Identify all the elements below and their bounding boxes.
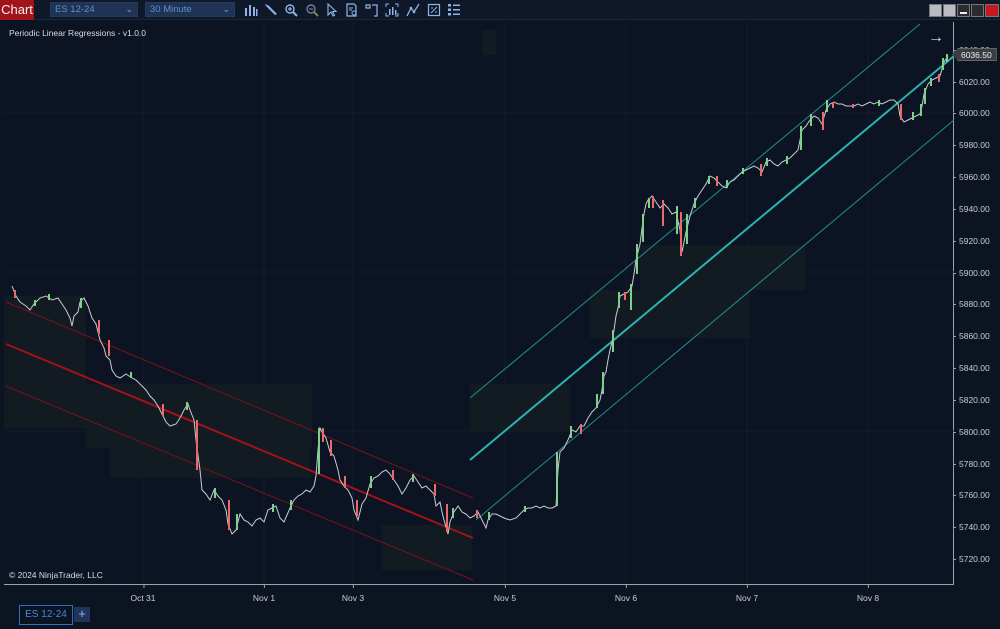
strategies-icon[interactable] bbox=[426, 2, 442, 18]
zoom-in-icon[interactable] bbox=[283, 2, 299, 18]
copyright-text: © 2024 NinjaTrader, LLC bbox=[9, 570, 103, 580]
maximize-button[interactable] bbox=[971, 4, 984, 17]
interval-selector[interactable]: 30 Minute ⌄ bbox=[145, 2, 235, 17]
down-upper-band bbox=[5, 301, 474, 499]
restore-window-button[interactable] bbox=[929, 4, 942, 17]
chevron-down-icon: ⌄ bbox=[125, 4, 133, 14]
instrument-selector[interactable]: ES 12-24 ⌄ bbox=[50, 2, 138, 17]
properties-icon[interactable] bbox=[364, 2, 380, 18]
templates-icon[interactable] bbox=[446, 2, 462, 18]
add-tab-button[interactable]: + bbox=[74, 607, 90, 622]
chevron-down-icon: ⌄ bbox=[222, 4, 230, 14]
grid-lines bbox=[4, 22, 954, 584]
minimize-button[interactable] bbox=[957, 4, 970, 17]
minimize-icon bbox=[960, 12, 967, 14]
session-shading bbox=[4, 30, 805, 570]
drawing-tool-pencil-icon[interactable] bbox=[263, 2, 279, 18]
candle-bodies bbox=[14, 54, 948, 532]
pointer-icon[interactable] bbox=[324, 2, 340, 18]
up-lower-band bbox=[475, 119, 955, 521]
chart-app-tab[interactable]: Chart bbox=[0, 0, 34, 20]
time-tick: Nov 6 bbox=[614, 585, 638, 603]
up-upper-band bbox=[469, 23, 921, 399]
time-tick: Nov 7 bbox=[735, 585, 759, 603]
time-tick: Nov 5 bbox=[493, 585, 517, 603]
time-tick: Oct 31 bbox=[130, 585, 156, 603]
tile-window-button[interactable] bbox=[943, 4, 956, 17]
chart-trader-icon[interactable] bbox=[384, 2, 400, 18]
chart-toolbar: Chart ES 12-24 ⌄ 30 Minute ⌄ bbox=[0, 0, 1000, 20]
time-tick: Nov 3 bbox=[341, 585, 365, 603]
time-tick: Nov 8 bbox=[856, 585, 880, 603]
down-regression-line bbox=[5, 343, 474, 539]
down-regression-channel bbox=[5, 301, 474, 581]
price-axis[interactable]: 6040.00 6020.00 6000.00 5980.00 5960.00 … bbox=[953, 22, 1000, 587]
close-button[interactable] bbox=[985, 4, 999, 17]
chart-panel[interactable] bbox=[4, 22, 954, 584]
time-axis[interactable]: Oct 31 Nov 1 Nov 3 Nov 5 Nov 6 Nov 7 Nov… bbox=[4, 584, 954, 604]
interval-value: 30 Minute bbox=[150, 4, 192, 15]
indicators-icon[interactable] bbox=[405, 2, 421, 18]
last-price-marker: 6036.50 bbox=[952, 48, 997, 61]
instrument-value: ES 12-24 bbox=[55, 4, 95, 15]
bar-type-icon[interactable] bbox=[243, 2, 259, 18]
scroll-to-latest-arrow-icon[interactable]: → bbox=[928, 29, 944, 46]
data-box-icon[interactable] bbox=[344, 2, 360, 18]
up-regression-channel bbox=[469, 23, 955, 521]
up-regression-line bbox=[469, 55, 955, 461]
zoom-out-icon[interactable] bbox=[304, 2, 320, 18]
chart-tab-bar: ES 12-24 + bbox=[0, 604, 1000, 629]
indicator-label: Periodic Linear Regressions - v1.0.0 bbox=[9, 28, 147, 38]
tab-es-12-24[interactable]: ES 12-24 bbox=[19, 605, 73, 625]
time-tick: Nov 1 bbox=[252, 585, 276, 603]
down-lower-band bbox=[5, 385, 474, 581]
